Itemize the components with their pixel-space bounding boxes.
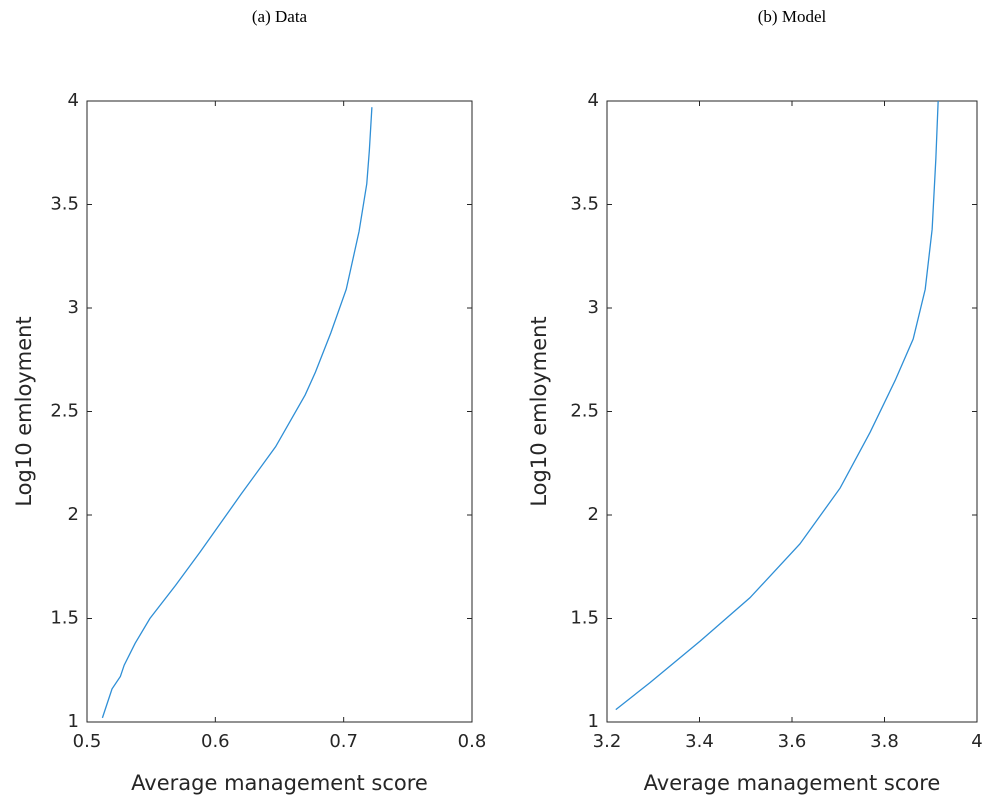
y-tick-label: 3 [68,297,79,318]
data-line [615,100,939,711]
x-tick-label: 0.7 [329,731,358,752]
y-tick-label: 2.5 [50,401,79,422]
y-tick-label: 3.5 [570,194,599,215]
y-tick-label: 1 [588,711,599,732]
axes-box [606,100,978,723]
chart-title: (a) Data [252,7,308,26]
chart-title: (b) Model [758,7,827,26]
y-axis-label: Log10 emloyment [12,316,36,506]
y-tick-label: 4 [588,90,599,111]
x-tick-label: 3.4 [685,731,714,752]
y-tick-label: 4 [68,90,79,111]
y-tick-label: 1 [68,711,79,732]
y-axis-label: Log10 emloyment [527,316,551,506]
x-tick-label: 0.5 [73,731,102,752]
data-line [101,107,373,719]
x-tick-label: 3.6 [778,731,807,752]
y-tick-label: 2 [588,504,599,525]
y-tick-label: 2 [68,504,79,525]
x-tick-label: 3.2 [593,731,622,752]
axes-box [86,100,473,723]
y-tick-label: 1.5 [570,608,599,629]
x-axis-label: Average management score [131,771,428,795]
x-axis-label: Average management score [644,771,941,795]
y-tick-label: 1.5 [50,608,79,629]
y-tick-label: 3.5 [50,194,79,215]
y-tick-label: 3 [588,297,599,318]
x-tick-label: 0.6 [201,731,230,752]
x-tick-label: 0.8 [458,731,487,752]
x-tick-label: 4 [971,731,982,752]
y-tick-label: 2.5 [570,401,599,422]
x-tick-label: 3.8 [870,731,899,752]
